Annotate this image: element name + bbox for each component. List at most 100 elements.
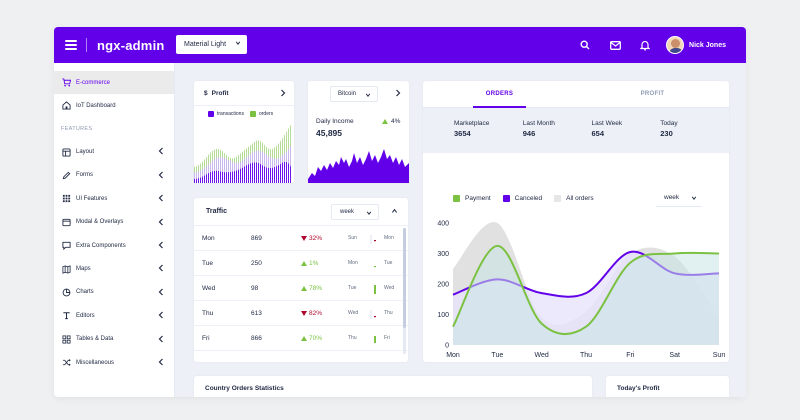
sidebar-item-forms[interactable]: Forms xyxy=(54,164,174,187)
sidebar-item-label: Extra Components xyxy=(76,242,126,249)
tab-profit[interactable]: PROFIT xyxy=(640,91,665,97)
profit-card-header[interactable]: $ Profit xyxy=(194,81,294,106)
cart-icon xyxy=(61,78,71,88)
stat-label: Marketplace xyxy=(454,120,490,127)
legend-swatch-transactions xyxy=(208,111,214,117)
sidebar-item-ui-features[interactable]: UI Features xyxy=(54,187,174,210)
orders-tabs: ORDERS PROFIT xyxy=(423,81,729,108)
app-logo[interactable]: ngx-admin xyxy=(97,37,165,53)
chevron-down-icon xyxy=(365,93,371,97)
traffic-period-select[interactable]: week xyxy=(331,204,379,220)
stat-value: 946 xyxy=(522,129,536,138)
stat-last-month: Last Month 946 xyxy=(523,108,592,153)
traffic-delta-value: 70% xyxy=(309,334,323,342)
sidebar-item-label: UI Features xyxy=(76,195,108,202)
traffic-value: 866 xyxy=(251,334,262,342)
traffic-row[interactable]: Fri 866 70% Thu Fri xyxy=(194,326,408,351)
chevron-right-icon[interactable] xyxy=(280,89,286,97)
chevron-down-icon xyxy=(691,196,697,200)
stat-label: Last Month xyxy=(522,120,555,127)
menu-toggle-icon[interactable] xyxy=(65,40,77,50)
user-name: Nick Jones xyxy=(689,41,726,49)
profit-legend: transactions orders xyxy=(194,106,294,117)
home-icon xyxy=(61,101,71,111)
traffic-value: 98 xyxy=(251,284,259,292)
legend-item-payment[interactable]: Payment xyxy=(453,195,491,202)
theme-select[interactable]: Material Light xyxy=(176,35,247,54)
tab-orders[interactable]: ORDERS xyxy=(423,81,576,108)
browser-icon xyxy=(61,217,71,227)
traffic-row[interactable]: Wed 98 78% Tue Wed xyxy=(194,276,408,301)
x-tick-label: Thu xyxy=(580,352,592,359)
orders-legend: Payment Canceled All orders xyxy=(453,195,602,202)
traffic-comparison-bars xyxy=(374,285,376,294)
user-menu[interactable]: Nick Jones xyxy=(666,36,726,54)
traffic-prev-day: Sun xyxy=(348,235,357,241)
orders-card: ORDERS PROFIT Marketplace 3654 Last Mont… xyxy=(423,81,729,362)
email-icon[interactable] xyxy=(600,27,630,63)
sidebar-item-ecommerce[interactable]: E-commerce xyxy=(54,71,174,94)
stat-last-week: Last Week 654 xyxy=(592,108,661,153)
sidebar-item-label: E-commerce xyxy=(76,79,111,86)
bell-icon[interactable] xyxy=(630,27,660,63)
sidebar-item-miscellaneous[interactable]: Miscellaneous xyxy=(54,351,174,374)
traffic-day: Tue xyxy=(202,259,213,267)
y-tick-label: 200 xyxy=(437,282,449,289)
sidebar-item-iot-dashboard[interactable]: IoT Dashboard xyxy=(54,94,174,117)
y-tick-label: 400 xyxy=(437,221,449,228)
traffic-row[interactable]: Tue 250 1% Mon Tue xyxy=(194,251,408,276)
delta-value: 4% xyxy=(391,118,401,125)
traffic-cur-day: Wed xyxy=(384,285,395,291)
traffic-scrollbar[interactable] xyxy=(403,228,406,354)
chevron-left-icon xyxy=(158,241,163,249)
legend-swatch xyxy=(453,195,460,202)
sidebar-item-maps[interactable]: Maps xyxy=(54,257,174,280)
sidebar-item-extra-components[interactable]: Extra Components xyxy=(54,234,174,257)
arrow-up-icon xyxy=(301,335,307,341)
sidebar-item-layout[interactable]: Layout xyxy=(54,140,174,163)
traffic-value: 250 xyxy=(251,259,262,267)
legend-swatch xyxy=(502,195,510,202)
legend-item-all-orders[interactable]: All orders xyxy=(554,195,594,202)
legend-swatch-orders xyxy=(249,111,256,117)
daily-income-delta: 4% xyxy=(382,118,400,125)
pie-chart-icon xyxy=(61,287,71,297)
traffic-prev-day: Wed xyxy=(348,310,359,316)
sidebar-item-label: Tables & Data xyxy=(76,336,114,343)
chevron-up-icon[interactable] xyxy=(391,208,398,214)
top-header: ngx-admin Material Light Nick Jones xyxy=(54,27,746,63)
traffic-delta-value: 78% xyxy=(309,284,323,292)
sidebar-item-label: Charts xyxy=(76,289,94,296)
traffic-row[interactable]: Thu 613 82% Wed Thu xyxy=(194,301,408,326)
legend-item-canceled[interactable]: Canceled xyxy=(502,195,543,202)
todays-profit-card: Today's Profit xyxy=(606,376,729,397)
traffic-delta: 78% xyxy=(301,285,322,292)
orders-period-select[interactable]: week xyxy=(656,189,702,207)
traffic-comparison-bars xyxy=(370,310,376,319)
chevron-left-icon xyxy=(158,147,163,155)
x-tick-label: Fri xyxy=(626,352,635,359)
traffic-value: 613 xyxy=(251,309,262,317)
stat-value: 654 xyxy=(591,129,605,138)
legend-label: All orders xyxy=(566,195,594,202)
scrollbar-thumb[interactable] xyxy=(403,228,406,328)
x-tick-label: Tue xyxy=(491,352,503,359)
sidebar-item-modal-overlays[interactable]: Modal & Overlays xyxy=(54,211,174,234)
traffic-comparison-bars xyxy=(374,336,376,343)
orders-line-chart: 0 100 200 300 400 Mon Tue Wed Thu Fri Sat Sun xyxy=(437,221,725,360)
country-orders-card: Country Orders Statistics xyxy=(194,376,592,397)
legend-label: Canceled xyxy=(514,195,543,202)
theme-select-value: Material Light xyxy=(184,41,227,48)
traffic-cur-day: Mon xyxy=(384,235,394,241)
sidebar-item-label: Modal & Overlays xyxy=(76,219,124,226)
coin-select[interactable]: Bitcoin xyxy=(330,85,378,102)
traffic-row[interactable]: Mon 869 32% Sun Mon xyxy=(194,226,408,251)
sidebar-item-tables-data[interactable]: Tables & Data xyxy=(54,328,174,351)
sidebar-item-editors[interactable]: Editors xyxy=(54,304,174,327)
search-icon[interactable] xyxy=(570,27,600,63)
traffic-list: Mon 869 32% Sun Mon Tue 250 1% Mon xyxy=(194,226,408,351)
arrow-up-icon xyxy=(382,119,388,124)
chevron-right-icon[interactable] xyxy=(395,89,401,97)
sidebar-item-charts[interactable]: Charts xyxy=(54,281,174,304)
stat-today: Today 230 xyxy=(660,108,729,153)
